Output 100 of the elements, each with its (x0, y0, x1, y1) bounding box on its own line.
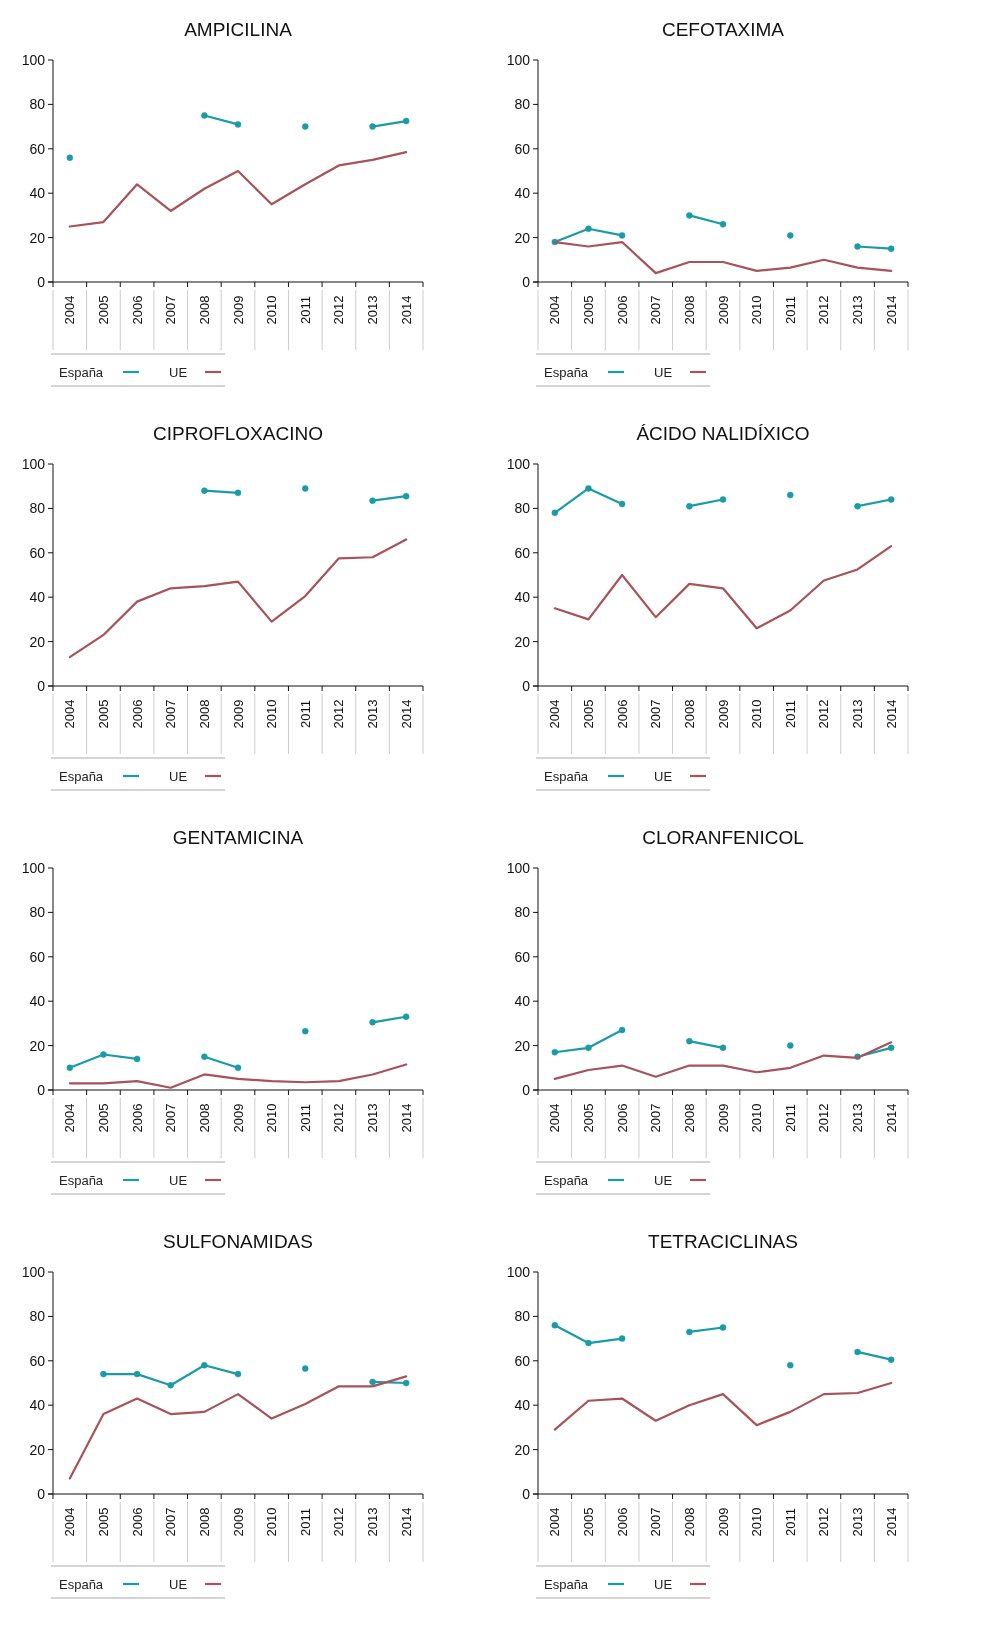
line-series (68, 1063, 408, 1089)
point (854, 243, 861, 250)
point (719, 1044, 727, 1052)
x-tick-label: 2012 (816, 1507, 832, 1537)
point (618, 500, 626, 508)
y-tick-label: 20 (29, 633, 46, 650)
point (402, 117, 410, 125)
point (887, 1356, 895, 1363)
y-tick-label: 60 (514, 544, 531, 561)
x-tick-label: 2005 (581, 699, 596, 729)
line-series (68, 151, 408, 228)
point (234, 1370, 242, 1378)
x-tick-label: 2010 (264, 1103, 280, 1133)
x-tick-label: 2014 (398, 699, 414, 729)
y-tick-label: 40 (29, 589, 46, 606)
point (369, 1378, 376, 1386)
x-tick-label: 2011 (782, 1104, 798, 1132)
point (686, 212, 693, 219)
x-tick-label: 2012 (816, 295, 832, 325)
x-tick-label: 2007 (648, 295, 664, 325)
point (551, 1049, 559, 1056)
point (787, 491, 794, 499)
point (719, 221, 727, 228)
x-tick-label: 2011 (782, 296, 798, 324)
x-tick-label: 2014 (398, 295, 414, 325)
point (133, 1055, 141, 1063)
x-tick-label: 2007 (648, 699, 664, 729)
x-tick-label: 2006 (129, 295, 145, 325)
y-tick-label: 100 (21, 859, 46, 876)
point (686, 1037, 693, 1045)
point (787, 232, 794, 239)
legend-label: España (59, 768, 104, 784)
chart-title: SULFONAMIDAS (163, 1231, 313, 1252)
x-tick-label: 2007 (163, 1507, 179, 1537)
chart-title: ÁCIDO NALIDÍXICO (636, 423, 810, 444)
y-tick-label: 60 (29, 948, 46, 965)
x-tick-label: 2004 (547, 1507, 563, 1537)
x-tick-label: 2006 (614, 1507, 630, 1537)
x-tick-label: 2013 (850, 699, 866, 729)
x-tick-label: 2009 (230, 699, 246, 729)
point (66, 154, 74, 161)
point (887, 496, 895, 503)
y-tick-label: 40 (29, 993, 46, 1010)
y-tick-label: 0 (522, 273, 531, 290)
y-tick-label: 20 (29, 229, 46, 246)
y-tick-label: 20 (514, 633, 531, 650)
point (854, 1348, 861, 1356)
y-tick-label: 40 (514, 993, 531, 1010)
legend-label: UE (654, 1576, 673, 1592)
y-tick-label: 20 (29, 1037, 46, 1054)
legend-label: España (59, 364, 104, 380)
x-tick-label: 2009 (715, 1507, 731, 1537)
x-tick-label: 2013 (850, 1507, 866, 1537)
point (787, 1042, 794, 1049)
x-tick-label: 2014 (883, 1507, 899, 1537)
x-tick-label: 2009 (715, 1103, 731, 1133)
x-tick-label: 2005 (96, 1103, 111, 1133)
point (787, 1361, 794, 1369)
x-tick-label: 2008 (681, 1507, 697, 1537)
legend-label: UE (169, 768, 188, 784)
y-tick-label: 40 (514, 1397, 531, 1414)
x-tick-label: 2005 (96, 295, 111, 325)
y-tick-label: 60 (514, 1352, 531, 1369)
x-tick-label: 2013 (365, 1507, 381, 1537)
y-tick-label: 80 (514, 1308, 531, 1325)
legend-label: UE (169, 1172, 188, 1188)
x-tick-label: 2006 (129, 1103, 145, 1133)
chart-title: CIPROFLOXACINO (153, 423, 323, 444)
x-tick-label: 2013 (365, 295, 381, 325)
x-tick-label: 2011 (297, 1508, 313, 1536)
point (854, 502, 861, 510)
y-tick-label: 0 (522, 1485, 531, 1502)
point (201, 112, 208, 119)
x-tick-label: 2013 (365, 699, 381, 729)
line-series (553, 240, 893, 275)
x-tick-label: 2013 (850, 295, 866, 325)
x-tick-label: 2012 (331, 699, 347, 729)
y-tick-label: 0 (37, 1485, 46, 1502)
x-tick-label: 2008 (681, 295, 697, 325)
x-tick-label: 2010 (749, 295, 765, 325)
x-tick-label: 2005 (96, 1507, 111, 1537)
x-tick-label: 2009 (230, 1507, 246, 1537)
x-tick-label: 2004 (62, 295, 78, 325)
y-tick-label: 100 (506, 51, 531, 68)
point (302, 123, 309, 130)
x-tick-label: 2010 (749, 699, 765, 729)
chart-title: CEFOTAXIMA (661, 19, 785, 40)
y-tick-label: 20 (514, 1037, 531, 1054)
x-tick-label: 2005 (96, 699, 111, 729)
x-tick-label: 2006 (614, 1103, 630, 1133)
x-tick-label: 2012 (816, 699, 832, 729)
y-tick-label: 100 (506, 1263, 531, 1280)
y-tick-label: 0 (37, 273, 46, 290)
x-tick-label: 2006 (129, 699, 145, 729)
y-tick-label: 100 (506, 455, 531, 472)
point (201, 1361, 208, 1369)
y-tick-label: 100 (21, 1263, 46, 1280)
y-tick-label: 60 (29, 140, 46, 157)
point (887, 1044, 895, 1052)
point (719, 496, 727, 503)
